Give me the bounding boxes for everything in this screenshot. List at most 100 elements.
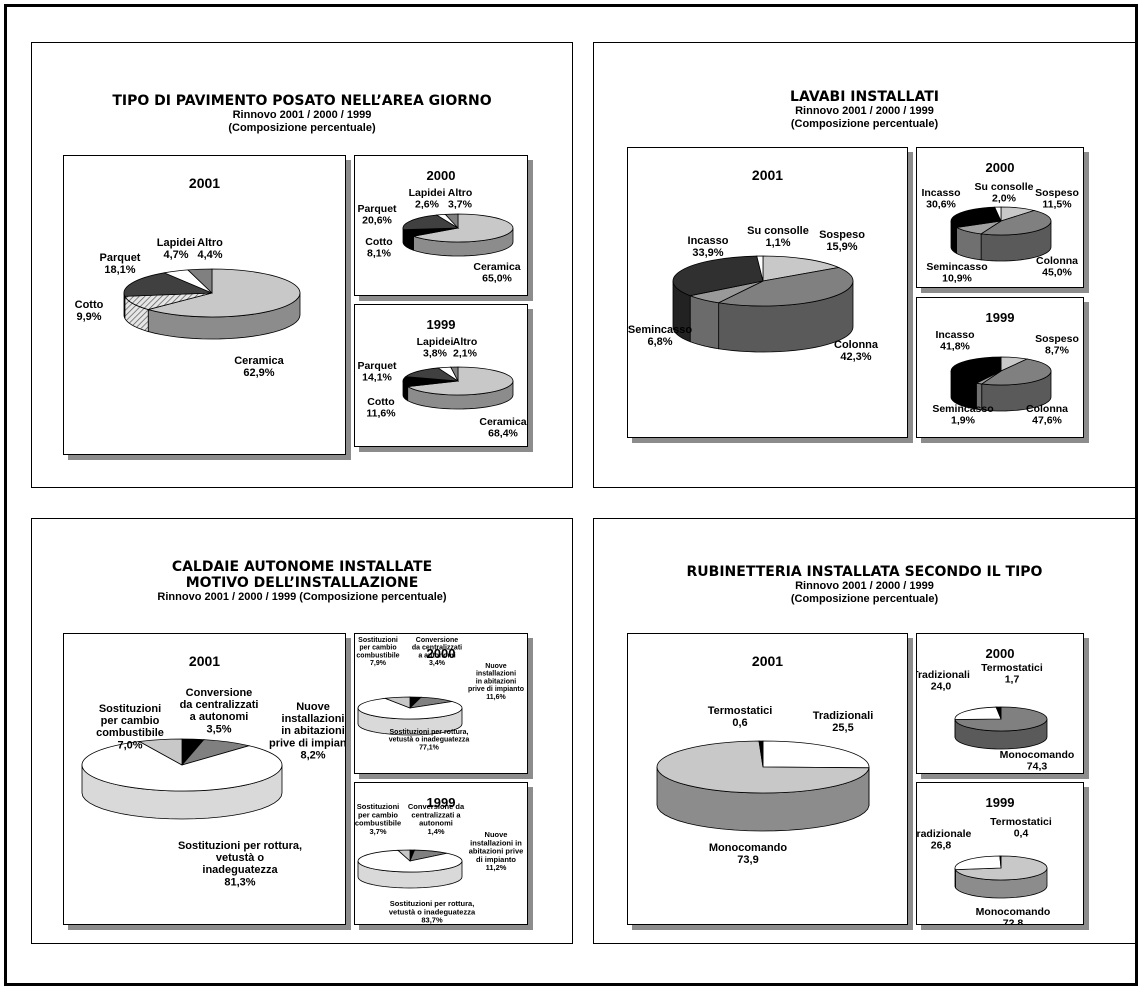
slice-label-line: Sospeso xyxy=(1035,333,1079,345)
slice-value: 45,0% xyxy=(1042,267,1072,279)
panel-title: CALDAIE AUTONOME INSTALLATE MOTIVO DELL’I… xyxy=(32,559,572,604)
slice-label-incasso: Incasso 30,6% xyxy=(921,187,960,211)
slice-value: 3,4% xyxy=(429,660,446,667)
slice-label-sostituzioni-per-rottura: Sostituzioni per rottura, vetustà o inade… xyxy=(389,899,476,924)
slice-label-line: Cotto xyxy=(365,236,392,248)
slice-value: 0,4 xyxy=(1014,828,1029,840)
slice-label-line: Incasso xyxy=(935,329,974,341)
slice-value: 4,7% xyxy=(163,249,188,261)
pie-slice-tradizionali xyxy=(762,740,870,769)
chart-year: 1999 xyxy=(427,795,456,810)
slice-value: 47,6% xyxy=(1032,415,1062,427)
slice-label-line: prive di impianto xyxy=(269,737,345,749)
slice-value: 2,0% xyxy=(992,193,1017,205)
slice-value: 68,4% xyxy=(488,428,518,440)
slice-value: 10,9% xyxy=(942,273,972,285)
slice-label-ceramica: Ceramica 65,0% xyxy=(473,261,520,285)
pie-slice-incasso xyxy=(672,255,764,297)
slice-label-lapidei: Lapidei 2,6% xyxy=(409,187,446,211)
pie-chart-svg: 2001 Conversione da centralizzati a autonom… xyxy=(81,653,345,888)
slice-label-line: Monocomando xyxy=(709,842,787,854)
panel-title-line: RUBINETTERIA INSTALLATA SECONDO IL TIPO xyxy=(686,564,1043,580)
slice-label-parquet: Parquet 14,1% xyxy=(357,360,397,384)
chart-year: 2000 xyxy=(427,168,456,183)
slice-value: 62,9% xyxy=(243,367,274,379)
slice-label-line: in abitazioni xyxy=(281,725,345,737)
slice-label-ceramica: Ceramica 68,4% xyxy=(479,416,526,440)
slice-label-line: Monocomando xyxy=(976,906,1051,918)
slice-label-sostituzioni-per-rottura: Sostituzioni per rottura, vetustà o inadeg… xyxy=(178,840,302,888)
slice-label-nuove: Nuove installazioni in abitazioni prive di … xyxy=(269,701,345,761)
panel-subtitle-line: (Composizione percentuale) xyxy=(790,592,939,605)
slice-label-incasso: Incasso 33,9% xyxy=(688,235,729,259)
panel-title-line: CALDAIE AUTONOME INSTALLATE xyxy=(171,559,433,575)
pie-slice-colonna xyxy=(980,358,1052,386)
slice-label-termostatici: Termostatici 1,7 xyxy=(981,662,1043,686)
pie-slice-tradizionali xyxy=(954,706,1002,720)
pie-slice-altro xyxy=(444,213,459,230)
slice-label-parquet: Parquet 18,1% xyxy=(100,252,141,276)
pie-slice-ceramica xyxy=(411,213,514,243)
slice-label-line: combustibile xyxy=(96,727,164,739)
slice-value: 42,3% xyxy=(840,351,871,363)
pie-slice-ceramica xyxy=(146,268,301,318)
chart-caldaie-2000: 2000 Conversione da centralizzati a autonom… xyxy=(354,633,528,774)
slice-label-line: Lapidei xyxy=(417,336,454,348)
slice-label-line: combustibile xyxy=(355,819,401,828)
slice-value: 65,0% xyxy=(482,273,512,285)
pie-chart-svg: 1999 Sospeso 8,7% Colonna 47,6% Semincasso 1,9… xyxy=(932,310,1079,427)
chart-year: 2001 xyxy=(752,167,783,183)
slice-label-line: Sostituzioni xyxy=(358,637,398,644)
slice-label-line: Monocomando xyxy=(1000,749,1075,761)
pie-slice-altro xyxy=(450,366,459,382)
pie-slice-su-consolle xyxy=(994,206,1002,222)
slice-value: 20,6% xyxy=(362,215,392,227)
slice-value: 41,8% xyxy=(940,341,970,353)
slice-label-ceramica: Ceramica 62,9% xyxy=(234,355,284,379)
slice-label-tradizionali: Tradizionali 24,0 xyxy=(917,669,970,693)
slice-label-line: Conversione xyxy=(416,637,459,644)
pie-slice-termostatici xyxy=(758,740,764,768)
slice-value: 3,8% xyxy=(423,348,448,360)
pie-chart-svg: 2000 Monocomando 74,3 Tradizionali 24,0 Termo… xyxy=(917,646,1075,773)
slice-label-line: a autonomi xyxy=(190,711,249,723)
slice-value: 1,4% xyxy=(427,827,444,836)
slice-label-nuove: Nuove installazioni in abitazioni prive di … xyxy=(469,830,524,872)
pie-slice-sostituzioni xyxy=(138,738,183,766)
pie-slice-colonna xyxy=(979,210,1052,236)
slice-label-line: vetustà o inadeguatezza xyxy=(389,737,470,744)
slice-label-line: Parquet xyxy=(357,203,397,215)
slice-label-line: installazioni xyxy=(476,671,516,678)
slice-label-lapidei: Lapidei 4,7% xyxy=(157,237,196,261)
slice-label-line: di impianto xyxy=(476,855,516,864)
slice-label-line: Tradizionale xyxy=(917,828,971,840)
pie-slice-altro xyxy=(187,268,213,294)
slice-value: 9,9% xyxy=(76,311,101,323)
panel-subtitle-line: (Composizione percentuale) xyxy=(228,121,376,134)
slice-value: 77,1% xyxy=(419,744,440,751)
slice-label-su-consolle: Su consolle 2,0% xyxy=(975,181,1034,205)
slice-label-line: Sostituzioni per rottura, xyxy=(178,840,302,852)
slice-value: 11,6% xyxy=(366,408,396,420)
slice-label-line: Lapidei xyxy=(157,237,196,249)
slice-value: 81,3% xyxy=(224,876,255,888)
slice-label-line: Nuove xyxy=(485,663,507,670)
slice-value: 15,9% xyxy=(826,241,857,253)
slice-label-lapidei: Lapidei 3,8% xyxy=(417,336,454,360)
pie-slice-colonna xyxy=(717,267,854,307)
slice-label-conversione: Conversione da centralizzati a autonomi 3,4… xyxy=(412,637,462,667)
pie-chart-svg: 2000 Ceramica 65,0% Cotto 8,1% Parquet 20,6% La… xyxy=(357,168,520,285)
slice-label-altro: Altro 4,4% xyxy=(197,237,223,261)
panel-title-line: TIPO DI PAVIMENTO POSATO NELL’AREA GIORN… xyxy=(112,93,492,109)
slice-value: 8,2% xyxy=(300,749,325,761)
slice-label-colonna: Colonna 47,6% xyxy=(1026,403,1068,427)
chart-year: 2000 xyxy=(986,160,1015,175)
pie-slice-parquet xyxy=(123,272,213,297)
pie-chart-svg: 2000 Sospeso 11,5% Colonna 45,0% Semincasso 10… xyxy=(921,160,1078,285)
slice-value: 6,8% xyxy=(647,336,672,348)
slice-label-line: autonomi xyxy=(419,819,453,828)
slice-label-line: Nuove xyxy=(485,830,508,839)
slice-label-sospeso: Sospeso 8,7% xyxy=(1035,333,1079,357)
